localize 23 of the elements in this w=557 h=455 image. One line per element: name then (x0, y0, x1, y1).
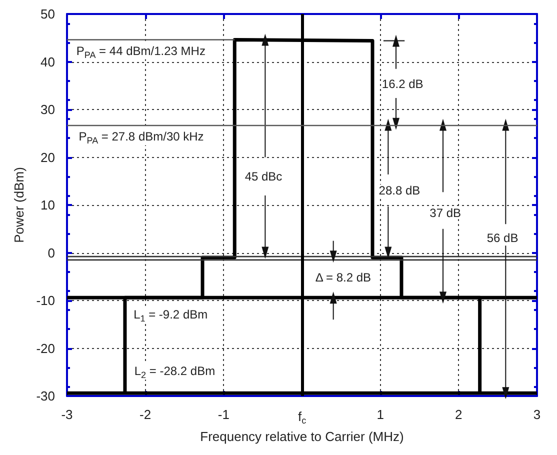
y-tick-label: 20 (40, 150, 55, 165)
x-tick-label: -2 (140, 407, 152, 422)
x-tick-label: 2 (455, 407, 462, 422)
y-tick-label: 0 (48, 245, 55, 260)
annotation: 45 dBc (244, 169, 282, 184)
y-tick-label: -10 (36, 293, 55, 308)
annotation: 28.8 dB (378, 184, 420, 198)
y-tick-label: -20 (36, 340, 55, 356)
x-tick-label: 3 (533, 407, 541, 422)
x-axis-title: Frequency relative to Carrier (MHz) (200, 428, 404, 444)
annotation: Δ = 8.2 dB (315, 270, 372, 285)
y-tick-label: 40 (40, 54, 55, 70)
annotation: 37 dB (430, 206, 462, 220)
y-tick-label: 10 (40, 198, 55, 212)
x-tick-label: 1 (376, 407, 384, 422)
annotation: 16.2 dB (382, 77, 424, 92)
x-tick-label: -1 (218, 407, 230, 422)
annotation: 56 dB (486, 230, 518, 245)
y-axis-title: Power (dBm) (11, 167, 26, 243)
y-tick-label: 50 (40, 6, 55, 22)
x-tick-label: -3 (61, 407, 73, 422)
y-tick-label: 30 (40, 102, 55, 117)
y-tick-label: -30 (36, 388, 55, 404)
